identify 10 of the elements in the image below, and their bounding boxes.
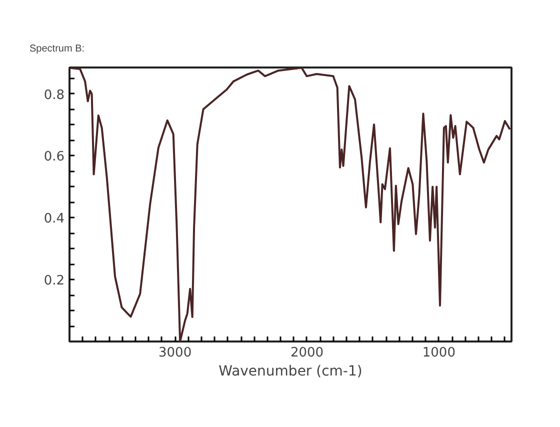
x-tick-label: 1000 xyxy=(422,346,456,360)
x-tick-label: 3000 xyxy=(158,346,192,360)
x-tick-label: 2000 xyxy=(290,346,324,360)
y-tick-label: 0.6 xyxy=(44,150,65,165)
y-tick-label: 0.2 xyxy=(44,274,65,289)
x-axis-title: Wavenumber (cm-1) xyxy=(218,364,362,380)
line-series xyxy=(70,68,511,342)
y-tick-label: 0.8 xyxy=(44,88,65,103)
y-tick-label: 0.4 xyxy=(44,212,65,227)
chart-title: Spectrum B: xyxy=(30,44,85,54)
